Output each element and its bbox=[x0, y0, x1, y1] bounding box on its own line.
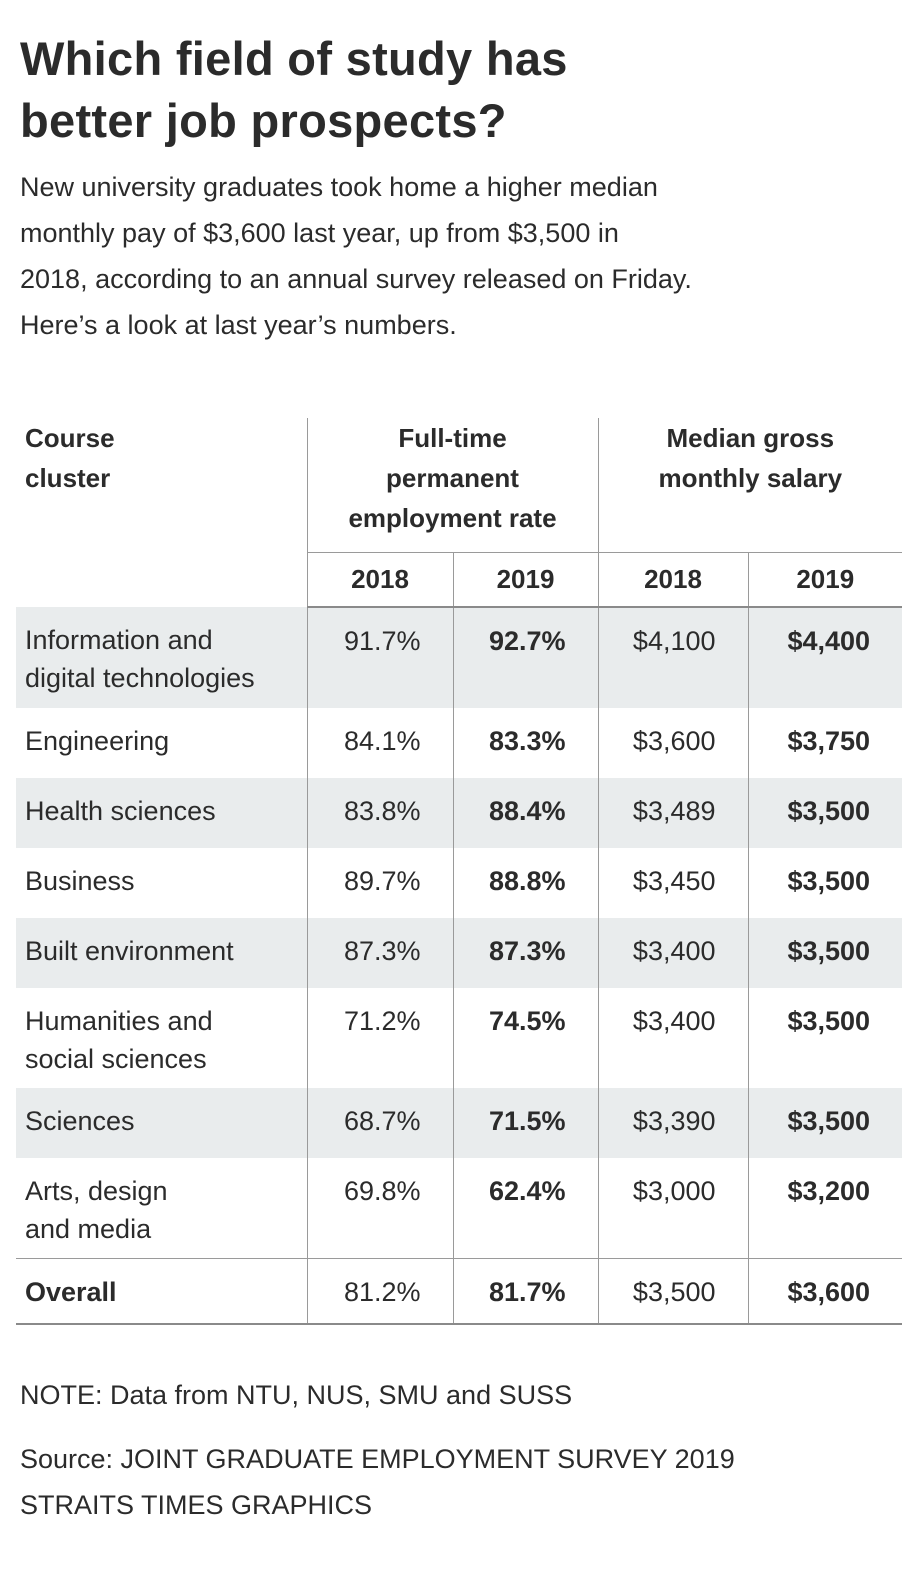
salary-header-line-2: monthly salary bbox=[658, 463, 843, 493]
employment-rate-2018-cell: 68.7% bbox=[306, 1088, 453, 1158]
course-cluster-cell: Humanities and social sciences bbox=[16, 988, 307, 1088]
subtitle-line: New university graduates took home a hig… bbox=[20, 172, 658, 202]
course-cluster-label: Health sciences bbox=[25, 796, 216, 826]
overall-salary-2019: $3,600 bbox=[747, 1258, 903, 1325]
employment-rate-2019-cell: 71.5% bbox=[452, 1088, 599, 1158]
salary-2019-cell: $3,500 bbox=[747, 1088, 903, 1158]
employment-rate-2019-cell: 88.8% bbox=[452, 848, 599, 918]
salary-2018-cell: $3,400 bbox=[597, 988, 749, 1088]
overall-salary-2018: $3,500 bbox=[597, 1258, 749, 1325]
course-cluster-label-line-2: and media bbox=[25, 1214, 152, 1244]
subtitle-line: Here’s a look at last year’s numbers. bbox=[20, 310, 457, 340]
overall-employment-rate-2019: 81.7% bbox=[452, 1258, 599, 1325]
employment-rate-header: Full-time permanent employment rate bbox=[306, 418, 599, 553]
salary-header-line-1: Median gross bbox=[666, 423, 835, 453]
employment-rate-2018-cell: 84.1% bbox=[306, 708, 453, 778]
salary-2018-cell: $3,400 bbox=[597, 918, 749, 988]
group-header-row: Course cluster Full-time permanent emplo… bbox=[16, 418, 903, 553]
salary-2019-cell: $3,500 bbox=[747, 848, 903, 918]
year-header-emp-2019: 2019 bbox=[452, 552, 599, 608]
table-row: Engineering 84.1% 83.3% $3,600 $3,750 bbox=[16, 708, 903, 778]
overall-row: Overall 81.2% 81.7% $3,500 $3,600 bbox=[16, 1258, 903, 1325]
table-row: Arts, design and media 69.8% 62.4% $3,000 $3,… bbox=[16, 1158, 903, 1259]
salary-2018-cell: $3,489 bbox=[597, 778, 749, 848]
course-cluster-label: Built environment bbox=[25, 936, 234, 966]
employment-rate-2018-cell: 91.7% bbox=[306, 607, 453, 708]
subtitle-line: monthly pay of $3,600 last year, up from… bbox=[20, 218, 619, 248]
employment-rate-2018-cell: 71.2% bbox=[306, 988, 453, 1088]
course-cluster-label: Humanities and bbox=[25, 1006, 213, 1036]
course-cluster-label-line-2: social sciences bbox=[25, 1044, 207, 1074]
data-table: Course cluster Full-time permanent emplo… bbox=[16, 418, 903, 1325]
salary-2018-cell: $3,390 bbox=[597, 1088, 749, 1158]
table-row: Sciences 68.7% 71.5% $3,390 $3,500 bbox=[16, 1088, 903, 1158]
title-line-2: better job prospects? bbox=[20, 94, 507, 147]
course-cluster-cell: Business bbox=[16, 848, 307, 918]
employment-rate-2019-cell: 92.7% bbox=[452, 607, 599, 708]
course-cluster-label: Information and bbox=[25, 625, 213, 655]
source-text: Source: JOINT GRADUATE EMPLOYMENT SURVEY… bbox=[20, 1436, 735, 1528]
employment-rate-2019-cell: 88.4% bbox=[452, 778, 599, 848]
year-header-row: 2018 2019 2018 2019 bbox=[16, 552, 903, 608]
employment-rate-2018-cell: 83.8% bbox=[306, 778, 453, 848]
course-header-line-1: Course bbox=[25, 423, 115, 453]
data-table-container: Course cluster Full-time permanent emplo… bbox=[16, 418, 903, 1325]
table-body: Information and digital technologies 91.7%… bbox=[16, 607, 903, 1325]
salary-2018-cell: $3,450 bbox=[597, 848, 749, 918]
course-header-line-2: cluster bbox=[25, 463, 111, 493]
salary-2018-cell: $4,100 bbox=[597, 607, 749, 708]
year-header-sal-2019: 2019 bbox=[747, 552, 903, 608]
subtitle-line: 2018, according to an annual survey rele… bbox=[20, 264, 692, 294]
source-line-1: Source: JOINT GRADUATE EMPLOYMENT SURVEY… bbox=[20, 1444, 735, 1474]
note-text: NOTE: Data from NTU, NUS, SMU and SUSS bbox=[20, 1380, 573, 1410]
course-cluster-header: Course cluster bbox=[16, 418, 307, 607]
salary-2019-cell: $3,500 bbox=[747, 988, 903, 1088]
course-cluster-label: Arts, design bbox=[25, 1176, 168, 1206]
employment-header-line-2: permanent bbox=[386, 463, 519, 493]
employment-header-line-3: employment rate bbox=[348, 503, 557, 533]
employment-header-line-1: Full-time bbox=[398, 423, 507, 453]
salary-2019-cell: $3,500 bbox=[747, 778, 903, 848]
year-header-sal-2018: 2018 bbox=[597, 552, 749, 608]
salary-2019-cell: $3,500 bbox=[747, 918, 903, 988]
table-row: Information and digital technologies 91.7%… bbox=[16, 607, 903, 708]
table-row: Built environment 87.3% 87.3% $3,400 $3,500 bbox=[16, 918, 903, 988]
table-row: Business 89.7% 88.8% $3,450 $3,500 bbox=[16, 848, 903, 918]
employment-rate-2019-cell: 87.3% bbox=[452, 918, 599, 988]
salary-2018-cell: $3,000 bbox=[597, 1158, 749, 1259]
salary-2019-cell: $3,200 bbox=[747, 1158, 903, 1259]
employment-rate-2018-cell: 87.3% bbox=[306, 918, 453, 988]
course-cluster-cell: Built environment bbox=[16, 918, 307, 988]
course-cluster-cell: Engineering bbox=[16, 708, 307, 778]
course-cluster-label: Sciences bbox=[25, 1106, 135, 1136]
chart-subtitle: New university graduates took home a hig… bbox=[20, 164, 900, 348]
course-cluster-cell: Information and digital technologies bbox=[16, 607, 307, 708]
course-cluster-label: Business bbox=[25, 866, 135, 896]
employment-rate-2018-cell: 89.7% bbox=[306, 848, 453, 918]
salary-2018-cell: $3,600 bbox=[597, 708, 749, 778]
employment-rate-2019-cell: 62.4% bbox=[452, 1158, 599, 1259]
employment-rate-2018-cell: 69.8% bbox=[306, 1158, 453, 1259]
course-cluster-cell: Sciences bbox=[16, 1088, 307, 1158]
overall-employment-rate-2018: 81.2% bbox=[306, 1258, 453, 1325]
title-line-1: Which field of study has bbox=[20, 32, 568, 85]
course-cluster-label-line-2: digital technologies bbox=[25, 663, 255, 693]
salary-header: Median gross monthly salary bbox=[597, 418, 903, 553]
salary-2019-cell: $3,750 bbox=[747, 708, 903, 778]
table-row: Humanities and social sciences 71.2% 74.5% $… bbox=[16, 988, 903, 1088]
year-header-emp-2018: 2018 bbox=[306, 552, 453, 608]
course-cluster-label: Engineering bbox=[25, 726, 170, 756]
course-cluster-cell: Health sciences bbox=[16, 778, 307, 848]
salary-2019-cell: $4,400 bbox=[747, 607, 903, 708]
source-line-2: STRAITS TIMES GRAPHICS bbox=[20, 1490, 373, 1520]
table-row: Health sciences 83.8% 88.4% $3,489 $3,500 bbox=[16, 778, 903, 848]
employment-rate-2019-cell: 74.5% bbox=[452, 988, 599, 1088]
overall-label: Overall bbox=[16, 1258, 307, 1325]
course-cluster-cell: Arts, design and media bbox=[16, 1158, 307, 1259]
chart-title: Which field of study has better job pros… bbox=[20, 28, 880, 152]
employment-rate-2019-cell: 83.3% bbox=[452, 708, 599, 778]
